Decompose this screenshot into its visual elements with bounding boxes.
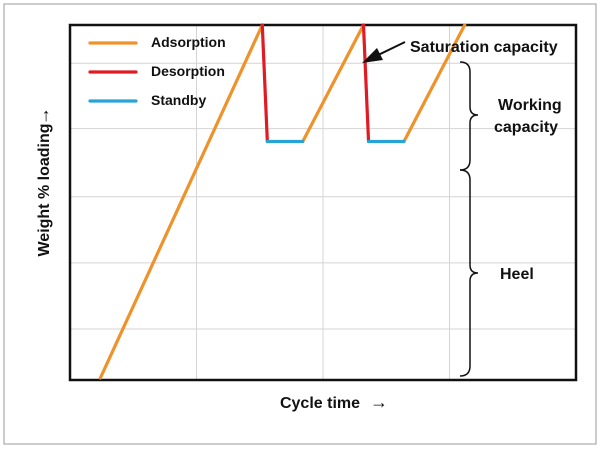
legend-label-adsorption: Adsorption — [151, 34, 226, 50]
legend-label-standby: Standby — [151, 92, 206, 108]
working-capacity-brace — [459, 61, 479, 171]
adsorption-segment-2 — [402, 23, 467, 144]
working-capacity-label: Working — [498, 97, 562, 114]
working-capacity-label-line2: capacity — [494, 119, 558, 136]
heel-brace — [459, 169, 479, 377]
heel-label: Heel — [500, 266, 534, 283]
y-axis-arrow: → — [33, 107, 53, 125]
y-axis-label: Weight % loading — [36, 123, 53, 256]
plot-area-border — [68, 23, 578, 382]
saturation-arrow-head — [362, 48, 383, 63]
adsorption-segment-1 — [301, 23, 366, 144]
x-axis-label: Cycle time — [280, 395, 360, 412]
adsorption-segment-0 — [98, 23, 264, 380]
saturation-capacity-label: Saturation capacity — [410, 39, 558, 56]
legend: Adsorption Desorption Standby — [88, 34, 226, 108]
x-axis-arrow: → — [370, 392, 388, 412]
outer-frame — [3, 3, 597, 445]
desorption-segment-1 — [361, 23, 371, 144]
series-layer — [98, 23, 467, 380]
legend-label-desorption: Desorption — [151, 63, 225, 79]
desorption-segment-0 — [260, 23, 269, 144]
